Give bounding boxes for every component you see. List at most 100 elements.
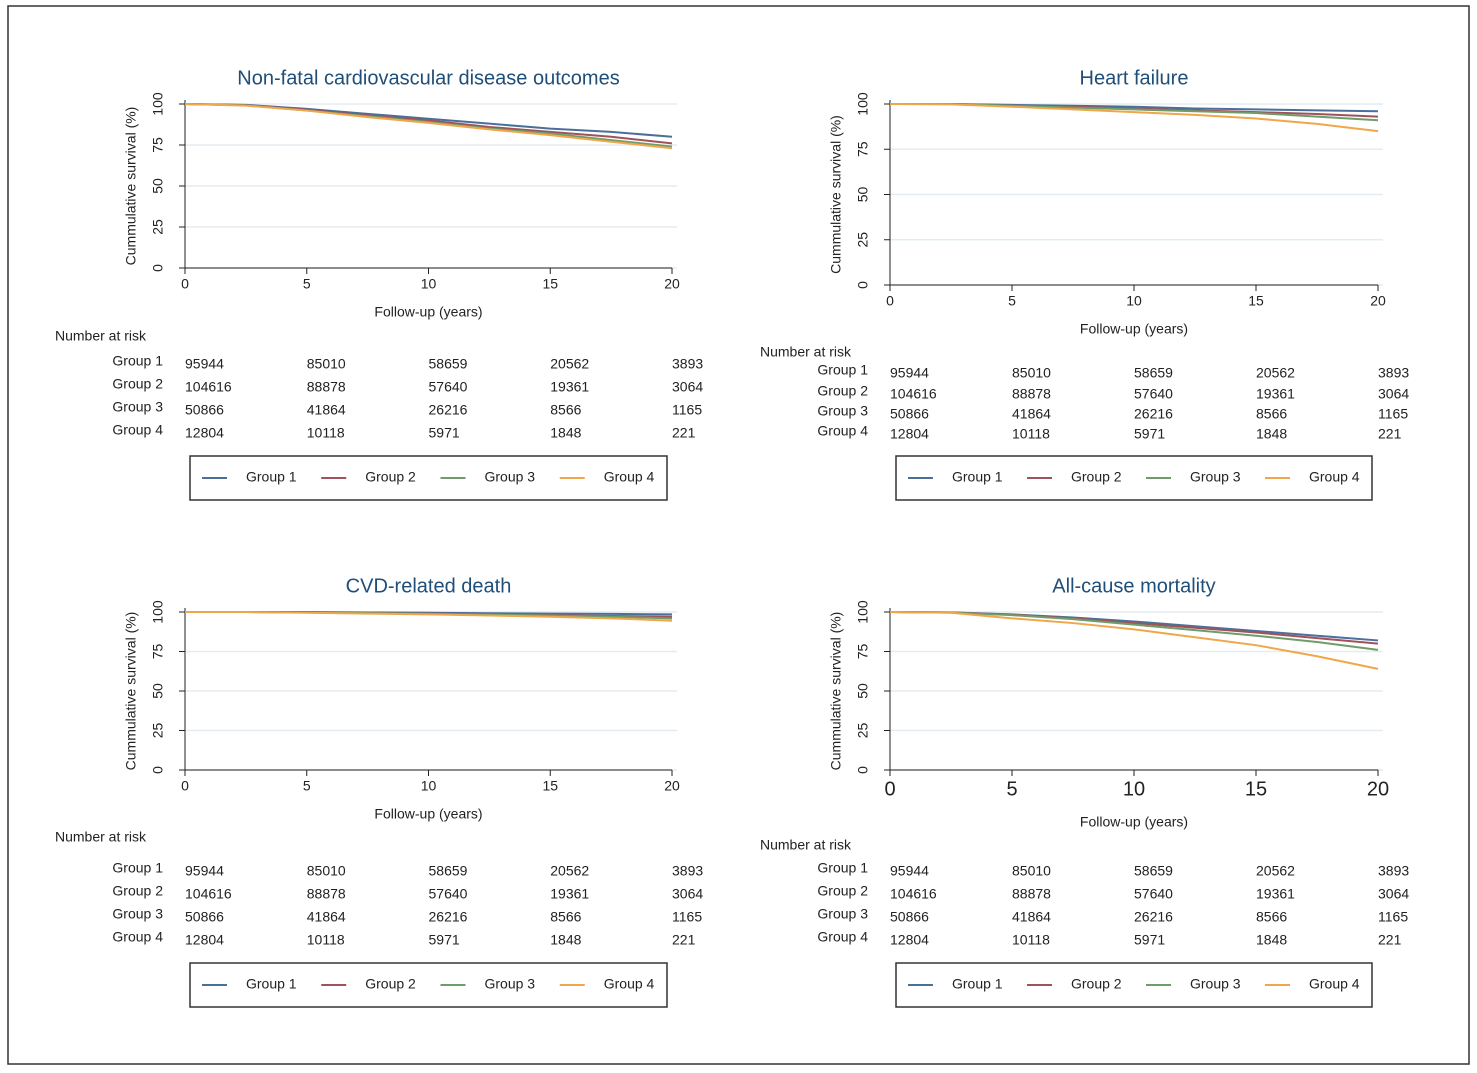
risk-count: 8566	[1256, 406, 1287, 422]
risk-count: 8566	[1256, 909, 1287, 925]
y-tick-label: 0	[150, 264, 166, 272]
y-tick-label: 100	[150, 600, 166, 624]
risk-row-label: Group 1	[817, 860, 868, 876]
risk-count: 12804	[890, 426, 929, 442]
legend-label: Group 2	[1071, 469, 1122, 485]
risk-count: 10118	[1012, 932, 1050, 948]
risk-count: 19361	[550, 379, 589, 395]
risk-count: 95944	[890, 365, 929, 381]
risk-count: 26216	[1134, 406, 1173, 422]
risk-count: 19361	[1256, 386, 1295, 402]
risk-count: 1165	[1378, 406, 1408, 422]
risk-count: 3064	[672, 886, 703, 902]
risk-row-label: Group 4	[112, 929, 163, 945]
risk-count: 26216	[429, 909, 468, 925]
risk-count: 3893	[1378, 863, 1409, 879]
risk-row-label: Group 1	[112, 353, 163, 369]
risk-count: 26216	[1134, 909, 1173, 925]
x-tick-label: 20	[664, 276, 680, 292]
risk-count: 58659	[429, 863, 468, 879]
risk-count: 41864	[307, 909, 346, 925]
risk-count: 1848	[550, 425, 581, 441]
legend-label: Group 1	[246, 469, 297, 485]
survival-curve	[889, 611, 1379, 651]
risk-count: 50866	[185, 909, 224, 925]
y-tick-label: 50	[150, 683, 166, 699]
legend-label: Group 1	[952, 469, 1003, 485]
legend-label: Group 4	[604, 976, 655, 992]
y-axis-label: Cummulative survival (%)	[828, 612, 844, 771]
risk-count: 104616	[185, 379, 232, 395]
y-tick-label: 50	[855, 683, 871, 699]
x-tick-label: 0	[886, 293, 894, 309]
survival-curve	[889, 611, 1379, 670]
risk-count: 8566	[550, 909, 581, 925]
risk-count: 12804	[185, 932, 224, 948]
y-tick-label: 75	[150, 137, 166, 153]
legend-label: Group 4	[604, 469, 655, 485]
y-tick-label: 50	[855, 187, 871, 203]
risk-row-label: Group 3	[817, 906, 868, 922]
chart-title: CVD-related death	[346, 575, 512, 597]
risk-count: 104616	[185, 886, 232, 902]
legend-label: Group 2	[1071, 976, 1122, 992]
legend-box	[189, 962, 668, 1008]
risk-count: 3893	[672, 356, 703, 372]
risk-count: 88878	[307, 379, 346, 395]
risk-count: 221	[672, 425, 696, 441]
risk-row-label: Group 4	[817, 929, 868, 945]
x-tick-label: 10	[421, 276, 437, 292]
risk-count: 95944	[185, 356, 224, 372]
x-tick-label: 10	[1123, 778, 1145, 800]
risk-count: 41864	[307, 402, 346, 418]
y-tick-label: 75	[150, 644, 166, 660]
risk-table-title: Number at risk	[55, 328, 147, 344]
risk-row-label: Group 4	[817, 423, 868, 439]
y-axis-label: Cummulative survival (%)	[123, 612, 139, 771]
chart-title: Heart failure	[1080, 67, 1189, 89]
risk-count: 41864	[1012, 406, 1051, 422]
risk-count: 20562	[550, 356, 589, 372]
figure-border	[7, 5, 1470, 1065]
risk-count: 85010	[307, 356, 346, 372]
risk-count: 50866	[890, 909, 929, 925]
y-tick-label: 100	[855, 600, 871, 624]
y-tick-label: 100	[150, 92, 166, 116]
risk-count: 26216	[429, 402, 468, 418]
x-tick-label: 15	[1245, 778, 1267, 800]
risk-count: 5971	[429, 425, 460, 441]
risk-count: 41864	[1012, 909, 1051, 925]
x-tick-label: 5	[1006, 778, 1017, 800]
x-tick-label: 5	[303, 778, 311, 794]
risk-count: 58659	[1134, 365, 1173, 381]
risk-count: 57640	[1134, 386, 1173, 402]
y-tick-label: 25	[150, 219, 166, 235]
risk-count: 1165	[1378, 909, 1408, 925]
x-tick-label: 0	[181, 778, 189, 794]
risk-row-label: Group 3	[817, 403, 868, 419]
risk-count: 88878	[1012, 386, 1051, 402]
risk-count: 57640	[1134, 886, 1173, 902]
risk-count: 95944	[890, 863, 929, 879]
risk-count: 3893	[1378, 365, 1409, 381]
x-tick-label: 10	[1126, 293, 1142, 309]
risk-count: 221	[1378, 426, 1402, 442]
survival-curve	[889, 103, 1379, 133]
risk-count: 104616	[890, 886, 937, 902]
risk-table-title: Number at risk	[55, 829, 147, 845]
risk-count: 221	[672, 932, 696, 948]
risk-count: 1848	[550, 932, 581, 948]
risk-count: 1165	[672, 402, 702, 418]
legend-box	[895, 962, 1373, 1008]
risk-count: 104616	[890, 386, 937, 402]
risk-count: 20562	[1256, 365, 1295, 381]
y-tick-label: 75	[855, 141, 871, 157]
risk-count: 88878	[307, 886, 346, 902]
risk-count: 12804	[185, 425, 224, 441]
legend-label: Group 3	[485, 976, 536, 992]
legend-label: Group 4	[1309, 976, 1360, 992]
y-tick-label: 100	[855, 92, 871, 116]
legend-label: Group 1	[952, 976, 1003, 992]
survival-curve	[185, 611, 673, 622]
